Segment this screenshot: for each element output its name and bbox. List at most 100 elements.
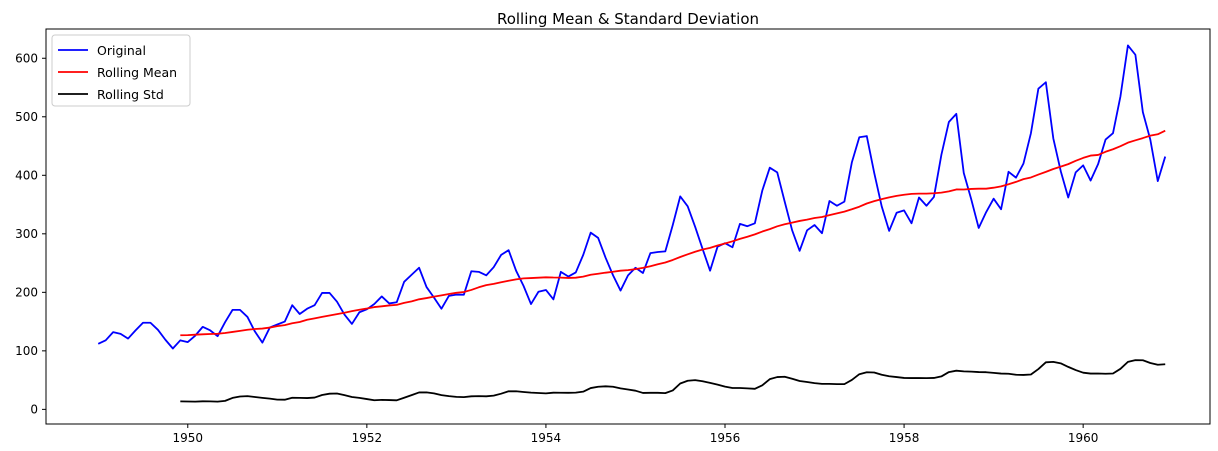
data-point-rolling-std <box>1164 363 1166 365</box>
data-point-rolling-mean <box>269 327 271 329</box>
data-point-original <box>523 285 525 287</box>
data-point-original <box>135 329 137 331</box>
data-point-original <box>239 309 241 311</box>
data-point-original <box>97 343 99 345</box>
data-point-rolling-mean <box>276 325 278 327</box>
data-point-rolling-std <box>918 377 920 379</box>
data-point-rolling-std <box>955 370 957 372</box>
data-point-rolling-mean <box>478 286 480 288</box>
data-point-original <box>896 212 898 214</box>
data-point-rolling-std <box>866 371 868 373</box>
data-point-rolling-mean <box>314 317 316 319</box>
data-point-original <box>582 254 584 256</box>
data-point-rolling-std <box>530 392 532 394</box>
data-point-original <box>463 294 465 296</box>
data-point-original <box>187 341 189 343</box>
data-point-original <box>791 229 793 231</box>
data-point-rolling-std <box>843 383 845 385</box>
data-point-original <box>911 222 913 224</box>
data-point-rolling-std <box>388 399 390 401</box>
data-point-original <box>478 271 480 273</box>
data-point-rolling-mean <box>806 219 808 221</box>
data-point-rolling-mean <box>993 187 995 189</box>
data-point-rolling-mean <box>791 222 793 224</box>
data-point-original <box>164 339 166 341</box>
data-point-original <box>485 274 487 276</box>
data-point-rolling-std <box>276 399 278 401</box>
y-tick-label: 200 <box>15 285 38 299</box>
data-point-rolling-std <box>239 396 241 398</box>
data-point-original <box>627 274 629 276</box>
data-point-original <box>1127 44 1129 46</box>
data-point-original <box>209 329 211 331</box>
data-point-original <box>888 230 890 232</box>
data-point-original <box>1000 208 1002 210</box>
data-point-rolling-mean <box>1157 133 1159 135</box>
data-point-rolling-mean <box>455 292 457 294</box>
data-point-rolling-std <box>448 395 450 397</box>
data-point-rolling-std <box>224 400 226 402</box>
data-point-rolling-mean <box>396 304 398 306</box>
data-point-rolling-mean <box>567 277 569 279</box>
data-point-original <box>172 348 174 350</box>
data-point-rolling-std <box>791 378 793 380</box>
data-point-original <box>538 291 540 293</box>
data-point-rolling-std <box>993 372 995 374</box>
data-point-rolling-mean <box>709 247 711 249</box>
data-point-rolling-std <box>672 390 674 392</box>
data-point-rolling-std <box>321 394 323 396</box>
data-point-rolling-mean <box>560 277 562 279</box>
data-point-original <box>217 335 219 337</box>
data-point-original <box>560 271 562 273</box>
data-point-original <box>388 303 390 305</box>
data-point-rolling-mean <box>232 331 234 333</box>
x-tick-label: 1956 <box>710 431 741 445</box>
data-point-rolling-mean <box>224 332 226 334</box>
data-point-original <box>597 237 599 239</box>
data-point-rolling-std <box>426 392 428 394</box>
data-point-original <box>605 257 607 259</box>
data-point-original <box>381 296 383 298</box>
data-point-rolling-std <box>776 376 778 378</box>
data-point-rolling-std <box>940 376 942 378</box>
data-point-rolling-mean <box>769 228 771 230</box>
data-point-original <box>829 200 831 202</box>
data-point-rolling-mean <box>724 243 726 245</box>
data-point-original <box>329 292 331 294</box>
data-point-rolling-mean <box>1149 135 1151 137</box>
data-point-original <box>761 190 763 192</box>
data-point-rolling-std <box>985 371 987 373</box>
data-point-rolling-std <box>926 377 928 379</box>
data-point-rolling-std <box>508 390 510 392</box>
data-point-rolling-mean <box>329 315 331 317</box>
data-point-original <box>232 309 234 311</box>
data-point-original <box>776 171 778 173</box>
data-point-rolling-mean <box>799 220 801 222</box>
legend-label-rolling-mean: Rolling Mean <box>97 65 177 80</box>
data-point-rolling-mean <box>239 330 241 332</box>
data-point-rolling-std <box>806 381 808 383</box>
data-point-rolling-std <box>970 371 972 373</box>
data-point-original <box>620 290 622 292</box>
data-point-rolling-mean <box>470 289 472 291</box>
data-point-original <box>1164 156 1166 158</box>
data-point-rolling-std <box>784 376 786 378</box>
x-tick-label: 1950 <box>172 431 203 445</box>
data-point-original <box>1134 54 1136 56</box>
data-point-rolling-std <box>381 399 383 401</box>
data-point-rolling-mean <box>194 334 196 336</box>
data-point-rolling-std <box>351 396 353 398</box>
data-point-original <box>664 250 666 252</box>
data-point-rolling-std <box>687 380 689 382</box>
data-point-rolling-mean <box>381 305 383 307</box>
data-point-rolling-mean <box>426 297 428 299</box>
data-point-rolling-std <box>247 395 249 397</box>
data-point-rolling-mean <box>373 306 375 308</box>
data-point-original <box>799 250 801 252</box>
data-point-rolling-std <box>493 395 495 397</box>
data-point-original <box>127 338 129 340</box>
data-point-rolling-std <box>1157 364 1159 366</box>
data-point-original <box>709 270 711 272</box>
data-point-rolling-std <box>1075 369 1077 371</box>
data-point-rolling-std <box>732 387 734 389</box>
